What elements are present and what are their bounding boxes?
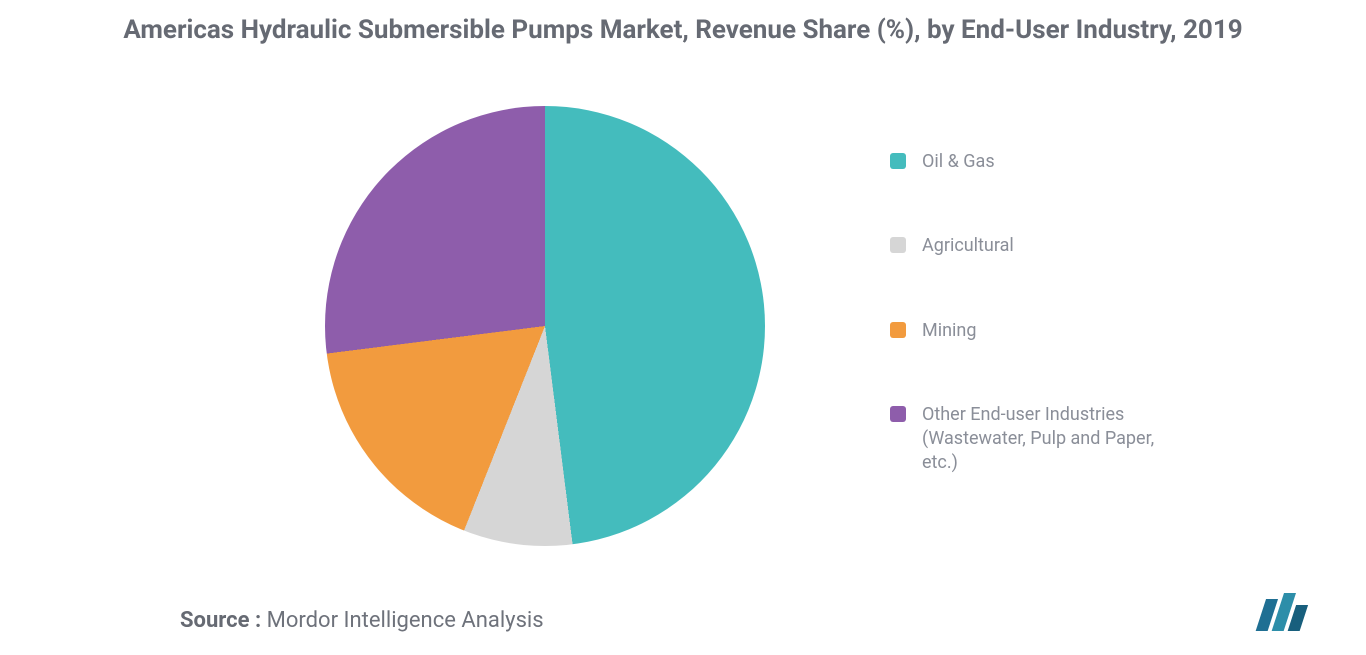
legend-swatch <box>890 237 906 253</box>
brand-logo <box>1254 593 1318 631</box>
legend-label: Mining <box>922 319 1190 343</box>
legend-swatch <box>890 406 906 422</box>
legend-item: Agricultural <box>890 234 1190 258</box>
chart-title: Americas Hydraulic Submersible Pumps Mar… <box>0 14 1366 47</box>
pie-legend: Oil & Gas Agricultural Mining Other End-use… <box>890 150 1190 476</box>
pie-plot <box>325 106 765 546</box>
source-attribution: Source : Mordor Intelligence Analysis <box>180 608 544 633</box>
legend-swatch <box>890 322 906 338</box>
pie-chart <box>325 106 765 546</box>
legend-label: Other End-user Industries (Wastewater, P… <box>922 403 1190 476</box>
source-label: Source : <box>180 608 261 633</box>
legend-item: Oil & Gas <box>890 150 1190 174</box>
legend-swatch <box>890 153 906 169</box>
legend-label: Oil & Gas <box>922 150 1190 174</box>
legend-label: Agricultural <box>922 234 1190 258</box>
legend-item: Mining <box>890 319 1190 343</box>
legend-item: Other End-user Industries (Wastewater, P… <box>890 403 1190 476</box>
source-text: Mordor Intelligence Analysis <box>267 608 544 633</box>
